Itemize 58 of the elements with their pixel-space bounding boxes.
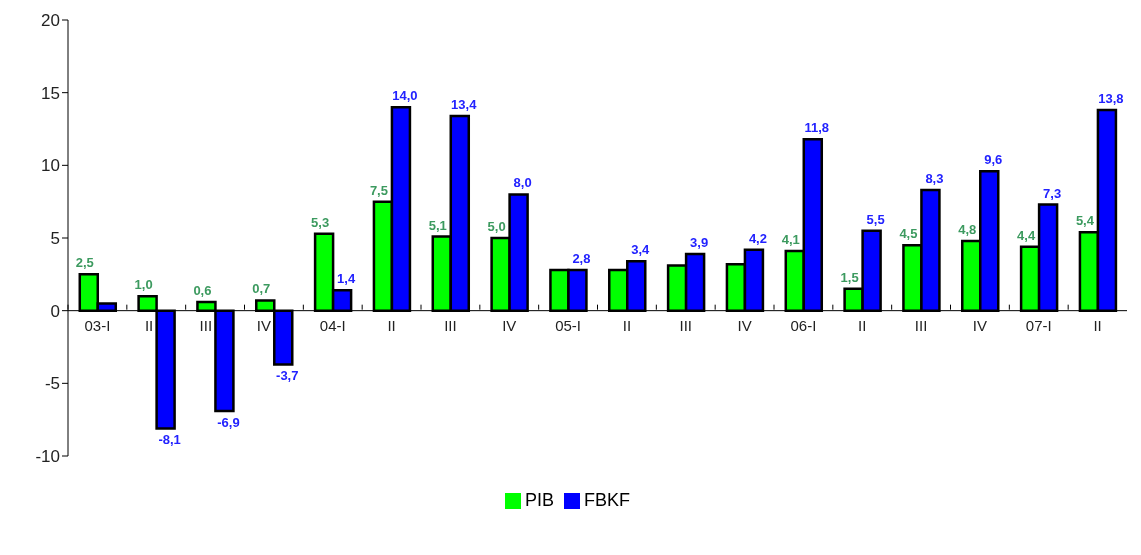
- x-tick-label: II: [387, 316, 396, 334]
- data-label: 5,5: [866, 211, 885, 227]
- data-label: 3,4: [631, 242, 651, 258]
- data-label: 8,3: [925, 171, 944, 187]
- data-label: 5,4: [1075, 213, 1095, 229]
- data-label: 7,5: [369, 182, 388, 198]
- data-label: 2,5: [75, 255, 94, 271]
- x-tick-label: 03-I: [84, 316, 111, 334]
- y-tick-label: -10: [35, 447, 60, 467]
- data-label: 0,7: [252, 281, 271, 297]
- x-tick-label: IV: [502, 316, 517, 334]
- legend-label: PIB: [524, 490, 554, 510]
- data-label: 1,4: [337, 271, 356, 287]
- data-label: -3,7: [276, 368, 299, 384]
- data-label: 5,3: [311, 214, 330, 230]
- x-tick-label: III: [199, 316, 213, 334]
- x-tick-label: 04-I: [319, 316, 346, 334]
- y-tick-label: 0: [50, 301, 60, 321]
- data-label: 1,5: [840, 269, 859, 285]
- data-label: 11,8: [804, 120, 830, 136]
- legend-label: FBKF: [584, 490, 631, 510]
- x-tick-label: 05-I: [555, 316, 582, 334]
- data-label: 8,0: [513, 175, 532, 191]
- data-label: 2,8: [572, 250, 591, 266]
- x-tick-label: IV: [972, 316, 988, 334]
- x-tick-label: IV: [256, 316, 271, 334]
- data-label: 5,1: [428, 217, 447, 233]
- x-tick-label: 06-I: [790, 316, 817, 334]
- data-label: 9,6: [984, 152, 1003, 168]
- x-tick-label: III: [679, 316, 693, 334]
- x-tick-label: III: [914, 316, 928, 334]
- data-label: 0,6: [193, 282, 212, 298]
- data-label: 13,8: [1098, 91, 1124, 107]
- data-label: -8,1: [158, 432, 181, 448]
- y-tick-label: 15: [41, 83, 60, 103]
- data-label: 3,9: [690, 234, 709, 250]
- x-tick-label: II: [144, 316, 154, 334]
- data-label: -6,9: [217, 414, 240, 430]
- y-tick-label: 10: [41, 156, 60, 176]
- data-label: 4,5: [899, 226, 918, 242]
- data-label: 13,4: [451, 96, 478, 112]
- x-tick-label: IV: [737, 316, 752, 334]
- data-label: 1,0: [134, 277, 153, 293]
- data-label: 14,0: [392, 88, 418, 104]
- data-label: 4,4: [1017, 227, 1036, 243]
- x-tick-label: III: [444, 316, 457, 334]
- data-label: 4,1: [781, 232, 800, 248]
- x-tick-label: II: [1093, 316, 1102, 334]
- y-tick-label: 20: [41, 11, 60, 31]
- data-label: 4,2: [748, 230, 767, 246]
- data-label: 4,8: [958, 221, 977, 237]
- data-label: 7,3: [1043, 185, 1062, 201]
- x-tick-label: 07-I: [1025, 316, 1052, 334]
- x-tick-label: II: [622, 316, 632, 334]
- y-tick-label: -5: [44, 374, 60, 394]
- x-tick-label: II: [858, 316, 867, 334]
- data-label: 5,0: [487, 219, 506, 234]
- y-tick-label: 5: [50, 229, 60, 249]
